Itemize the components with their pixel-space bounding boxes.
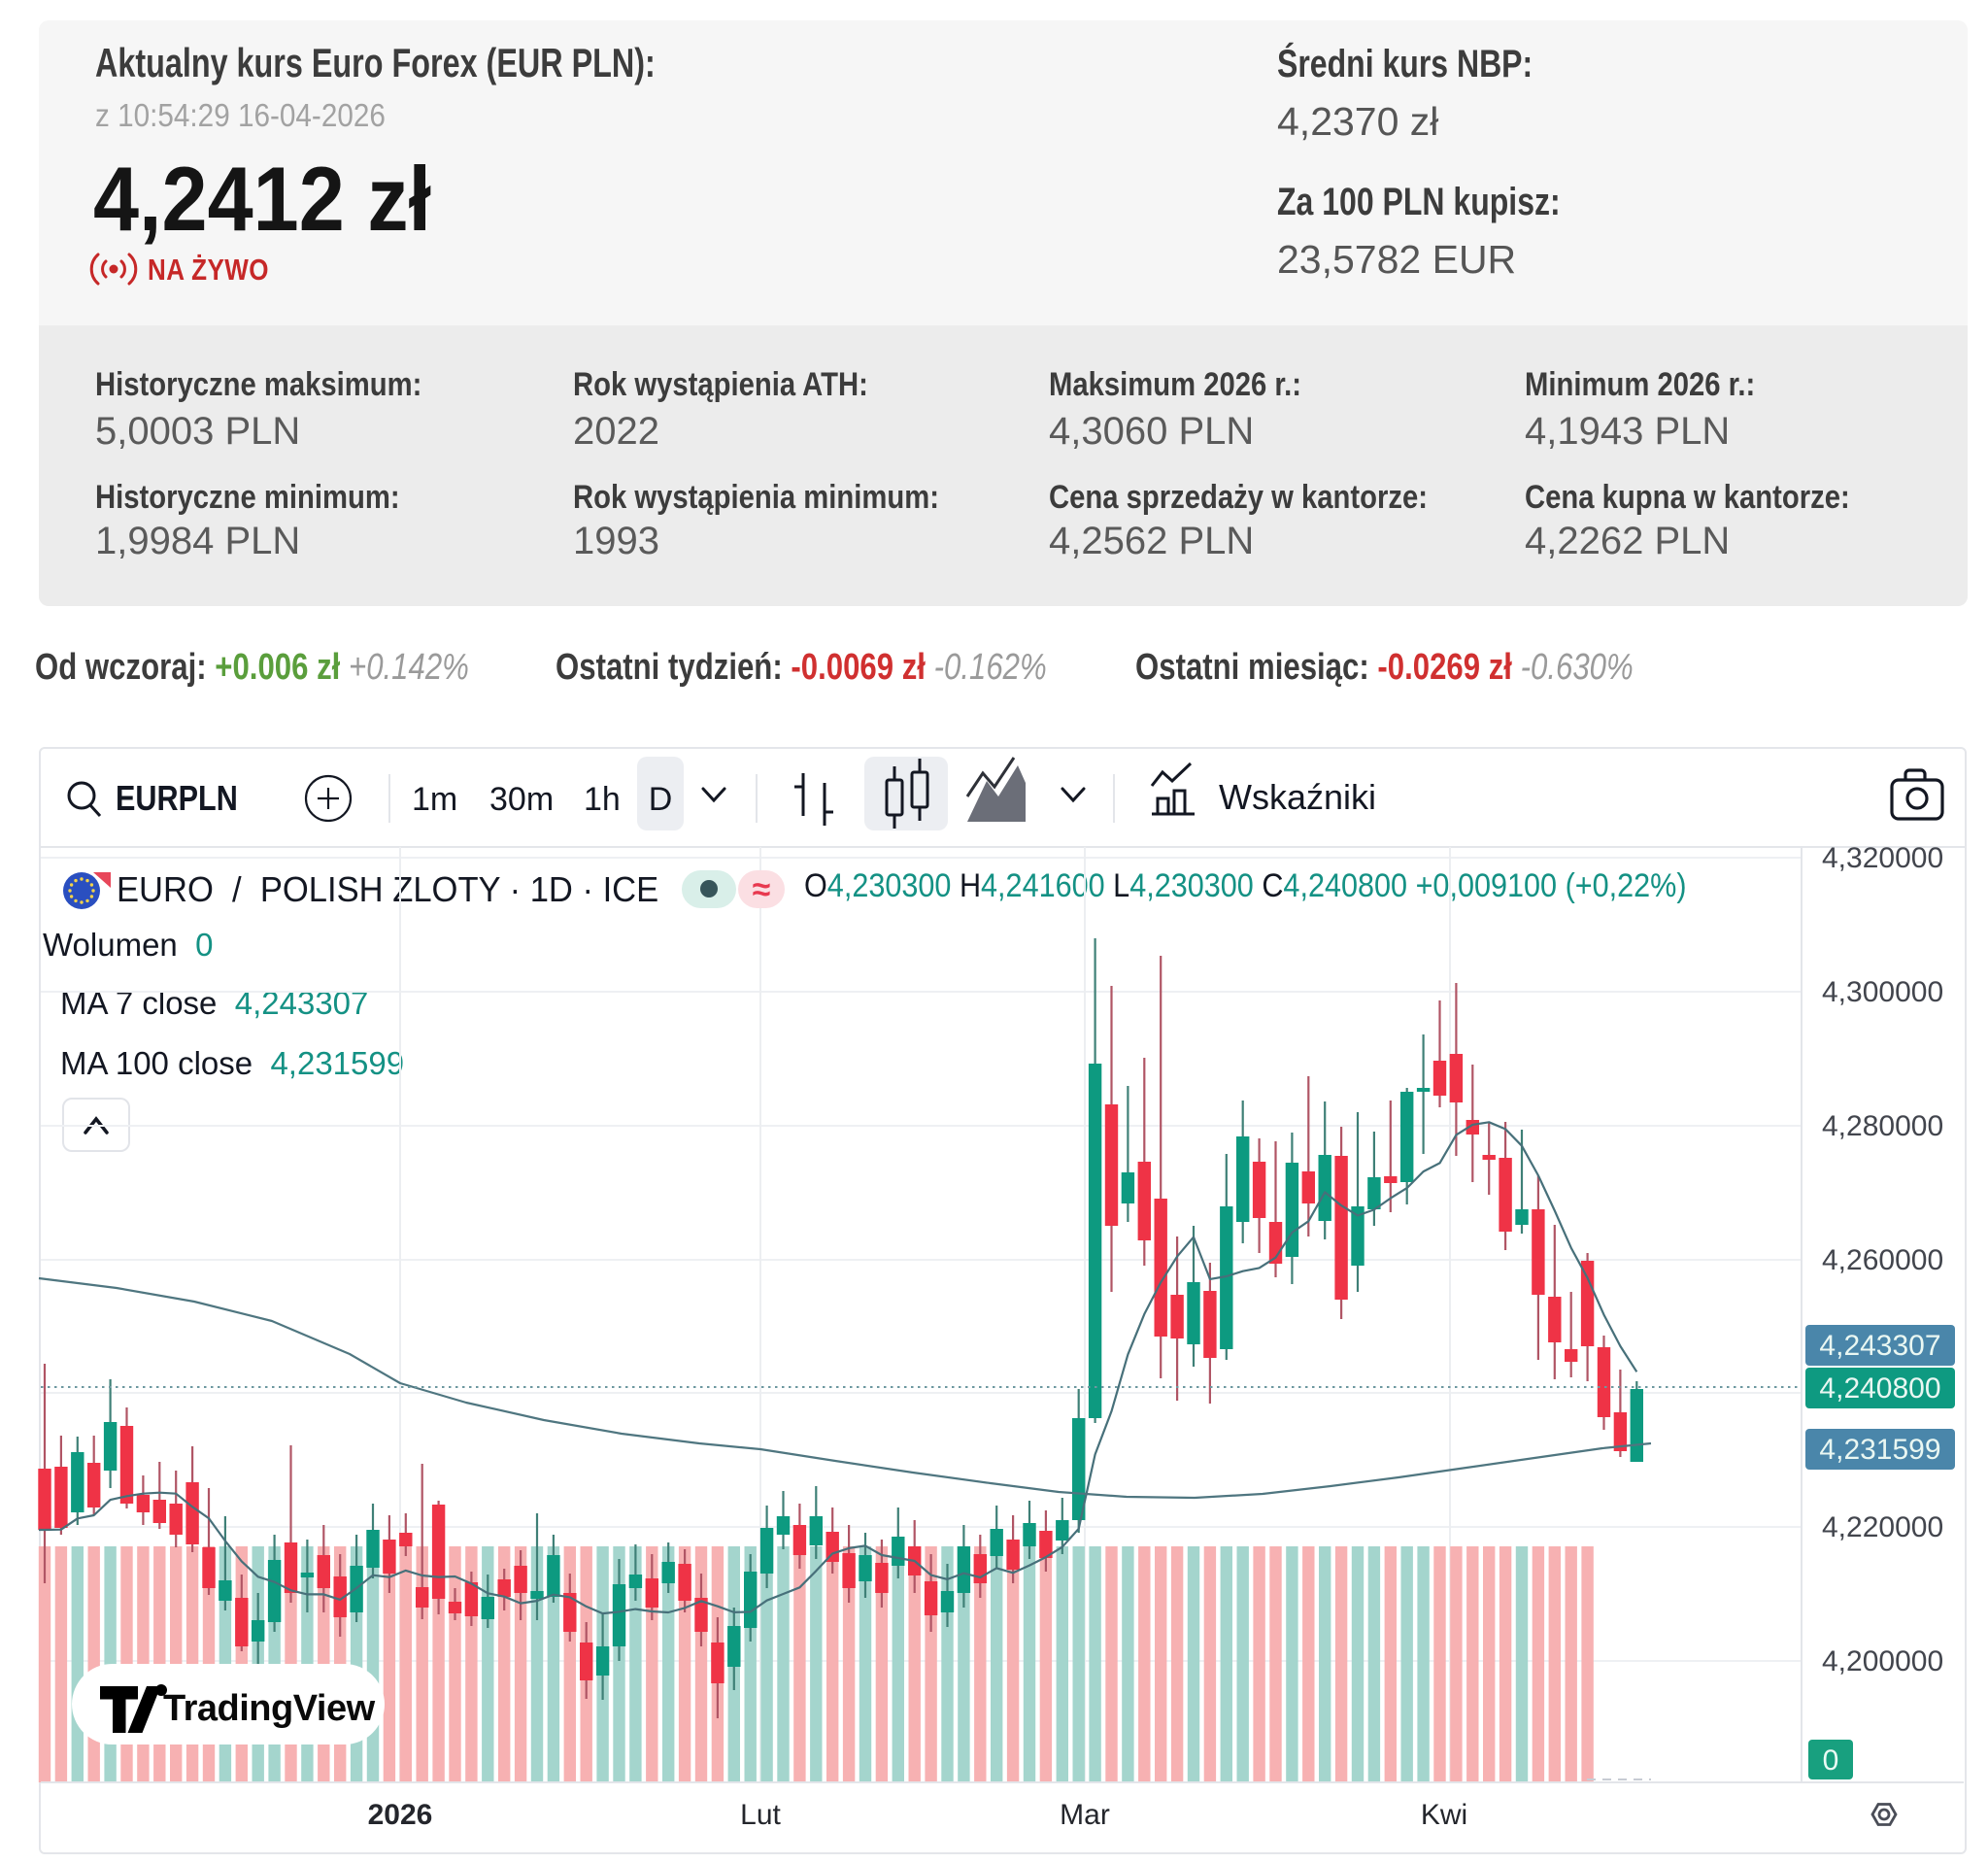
svg-text:TradingView: TradingView [163, 1688, 376, 1729]
svg-text:Kwi: Kwi [1421, 1799, 1467, 1831]
svg-text:4,300000: 4,300000 [1822, 976, 1943, 1008]
svg-text:4,280000: 4,280000 [1822, 1110, 1943, 1142]
svg-text:4,320000: 4,320000 [1822, 842, 1943, 874]
svg-text:4,231599: 4,231599 [1819, 1434, 1940, 1466]
svg-text:4,260000: 4,260000 [1822, 1244, 1943, 1276]
svg-text:2026: 2026 [368, 1799, 433, 1831]
svg-text:0: 0 [1823, 1744, 1839, 1777]
svg-text:Mar: Mar [1060, 1799, 1110, 1831]
svg-text:Lut: Lut [740, 1799, 781, 1831]
svg-text:4,200000: 4,200000 [1822, 1645, 1943, 1677]
svg-text:4,220000: 4,220000 [1822, 1511, 1943, 1543]
svg-text:4,240800: 4,240800 [1819, 1372, 1940, 1405]
svg-text:4,243307: 4,243307 [1819, 1330, 1940, 1362]
svg-text:≈: ≈ [753, 871, 771, 908]
svg-text:D: D [649, 781, 673, 818]
